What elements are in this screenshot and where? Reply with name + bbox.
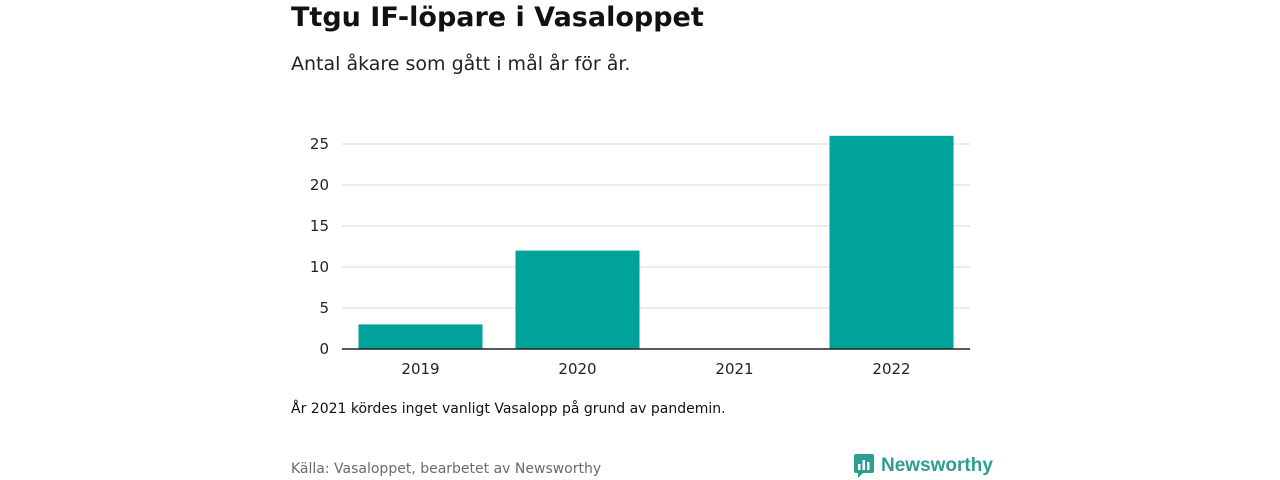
x-tick-label: 2019 xyxy=(401,360,439,378)
brand-name: Newsworthy xyxy=(881,455,993,476)
y-tick-label: 10 xyxy=(310,258,329,276)
source-text: Källa: Vasaloppet, bearbetet av Newswort… xyxy=(291,461,602,477)
newsworthy-logo: Newsworthy xyxy=(853,453,993,479)
x-tick-label: 2020 xyxy=(558,360,596,378)
chart-title: Ttgu IF-löpare i Vasaloppet xyxy=(291,2,704,33)
y-tick-label: 20 xyxy=(310,176,329,194)
bar-2022 xyxy=(829,135,954,349)
bar-2019 xyxy=(358,324,483,349)
x-tick-labels: 2019 2020 2021 2022 xyxy=(401,360,910,378)
bar-chart: 0 5 10 15 20 25 2019 2020 2021 2022 xyxy=(310,135,970,378)
bar-chart-speech-icon xyxy=(854,454,874,478)
x-tick-label: 2021 xyxy=(715,360,753,378)
chart-subtitle: Antal åkare som gått i mål år för år. xyxy=(291,53,631,75)
bar-2020 xyxy=(515,250,640,349)
y-tick-labels: 0 5 10 15 20 25 xyxy=(310,135,329,358)
bars xyxy=(358,135,954,349)
footnote: År 2021 kördes inget vanligt Vasalopp på… xyxy=(291,401,726,417)
y-tick-label: 15 xyxy=(310,217,329,235)
y-tick-label: 25 xyxy=(310,135,329,153)
x-tick-label: 2022 xyxy=(872,360,910,378)
y-tick-label: 0 xyxy=(319,340,329,358)
y-tick-label: 5 xyxy=(319,299,329,317)
